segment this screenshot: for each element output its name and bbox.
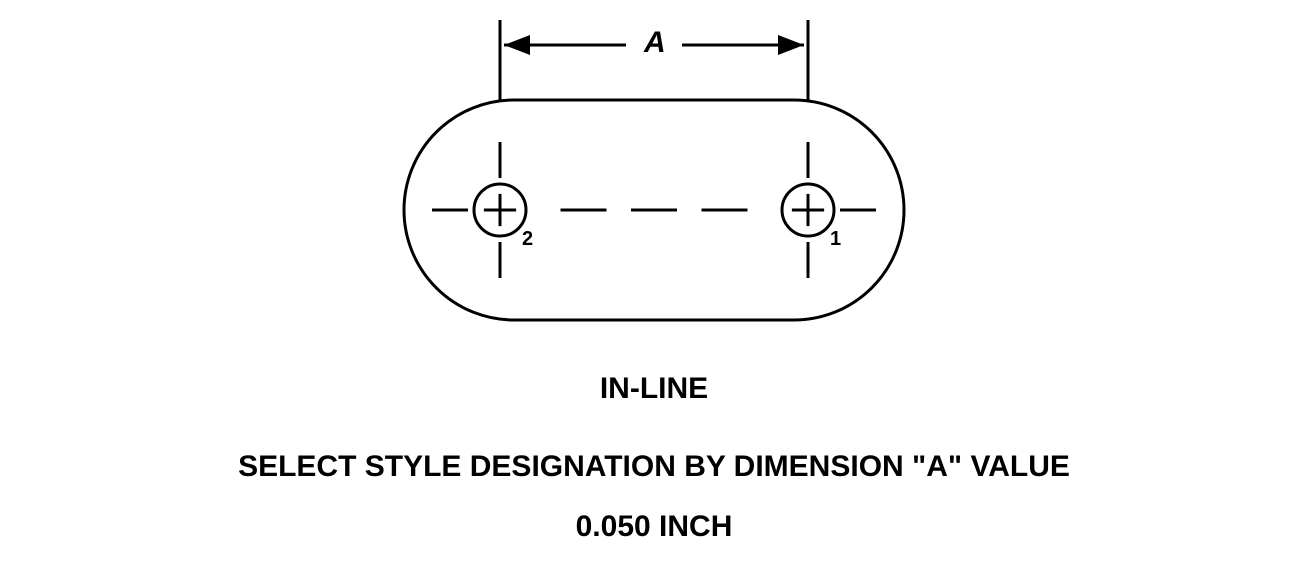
dimension-label: A bbox=[644, 26, 666, 60]
caption-line-2: SELECT STYLE DESIGNATION BY DIMENSION "A… bbox=[0, 450, 1308, 484]
pin-label-2: 2 bbox=[522, 228, 533, 251]
caption-line-3: 0.050 INCH bbox=[0, 510, 1308, 544]
diagram-container: A 2 1 IN-LINE SELECT STYLE DESIGNATION B… bbox=[0, 0, 1308, 576]
technical-drawing-svg bbox=[0, 0, 1308, 576]
caption-line-1: IN-LINE bbox=[0, 372, 1308, 406]
pin-label-1: 1 bbox=[830, 228, 841, 251]
